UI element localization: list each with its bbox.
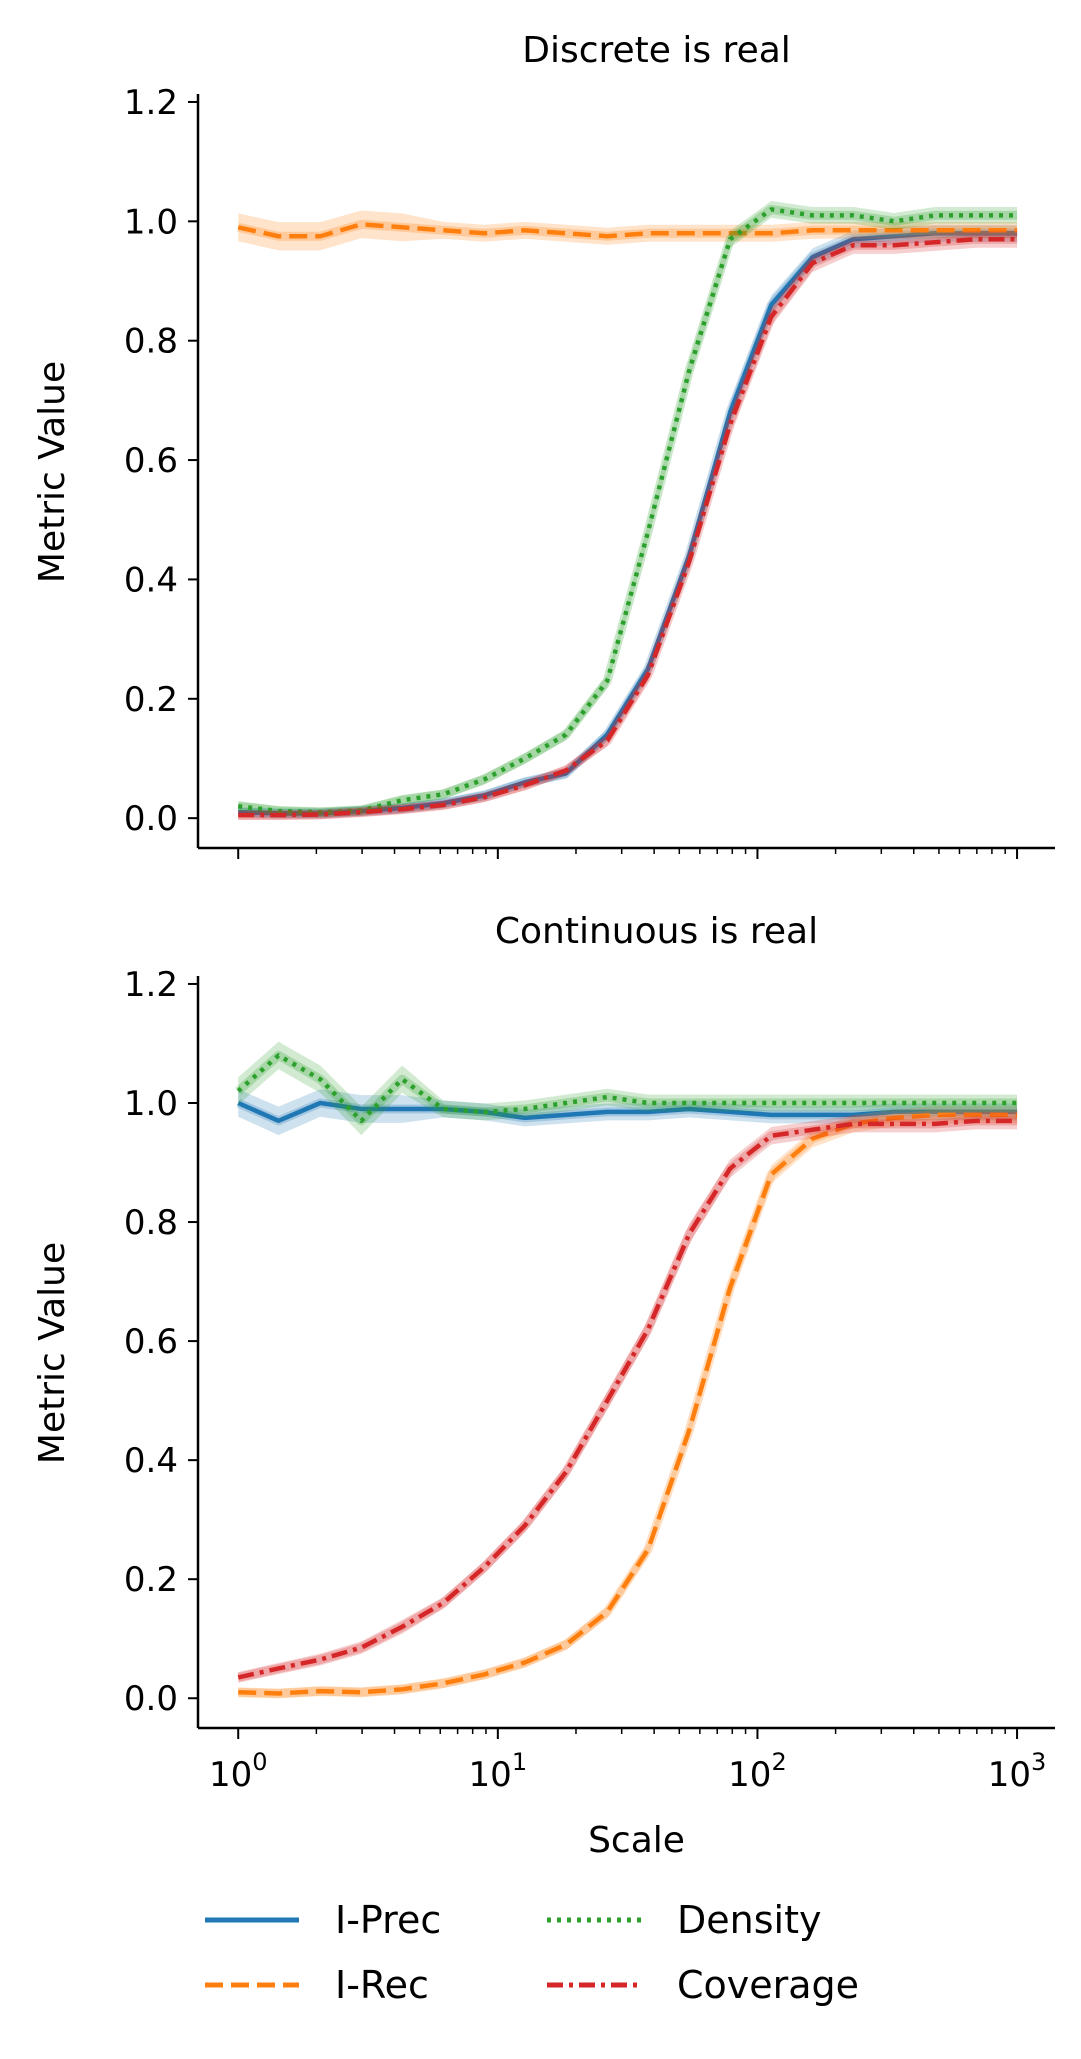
line-i-prec [237, 1100, 1018, 1124]
line-halo-coverage [238, 234, 1018, 820]
line-density [236, 1053, 1018, 1124]
panel-title: Discrete is real [522, 30, 791, 71]
y-tick-label: 0.2 [124, 1560, 178, 1600]
y-tick-label: 0.4 [124, 1441, 178, 1481]
band-coverage [238, 1112, 1018, 1683]
x-axis-title: Scale [588, 1820, 685, 1861]
band-density [238, 1041, 1018, 1136]
legend-label-coverage: Coverage [677, 1963, 859, 2007]
legend-label-i-rec: I-Rec [335, 1963, 429, 2007]
panel-title: Continuous is real [495, 911, 818, 952]
legend-label-density: Density [677, 1898, 821, 1942]
band-i-rec [238, 210, 1018, 251]
y-tick-label: 0.6 [124, 441, 178, 481]
y-axis-title: Metric Value [32, 361, 73, 583]
y-tick-label: 0.0 [124, 799, 178, 839]
line-coverage [238, 236, 1018, 818]
x-tick-label: 102 [728, 1748, 787, 1795]
line-i-rec [237, 222, 1018, 239]
y-tick-label: 0.8 [124, 1203, 178, 1243]
x-tick-label: 103 [988, 1748, 1047, 1795]
panel-discrete: Discrete is real 0.0 0.2 0.4 0.6 0.8 1.0 1.2 Met… [32, 30, 1055, 859]
line-halo-coverage [237, 1116, 1018, 1682]
y-tick-label: 1.0 [124, 202, 178, 242]
band-i-rec [238, 1106, 1018, 1699]
y-tick-label: 1.2 [124, 965, 178, 1005]
y-tick-label: 0.2 [124, 680, 178, 720]
line-halo-i-rec [238, 1110, 1018, 1698]
y-tick-label: 0.8 [124, 322, 178, 362]
band-i-prec [238, 224, 1018, 819]
line-halo-i-prec [238, 228, 1018, 818]
band-coverage [238, 230, 1018, 821]
y-tick-label: 1.0 [124, 1084, 178, 1124]
line-i-prec [238, 231, 1018, 816]
line-coverage [237, 1118, 1018, 1680]
panel-continuous: Continuous is real 0.0 0.2 0.4 0.6 0.8 1.0 1.2 1… [32, 911, 1055, 1861]
y-tick-label: 0.4 [124, 560, 178, 600]
y-tick-label: 0.0 [124, 1679, 178, 1719]
line-halo-density [237, 204, 1018, 817]
y-tick-label: 1.2 [124, 83, 178, 123]
x-tick-label: 100 [209, 1748, 268, 1795]
y-tick-label: 0.6 [124, 1322, 178, 1362]
line-density [237, 207, 1018, 815]
y-axis-title: Metric Value [32, 1242, 73, 1464]
legend-label-i-prec: I-Prec [335, 1898, 441, 1942]
line-i-rec [238, 1112, 1018, 1696]
legend: I-Prec I-Rec Density Coverage [205, 1898, 859, 2007]
x-tick-label: 101 [469, 1748, 528, 1795]
band-density [238, 201, 1018, 818]
